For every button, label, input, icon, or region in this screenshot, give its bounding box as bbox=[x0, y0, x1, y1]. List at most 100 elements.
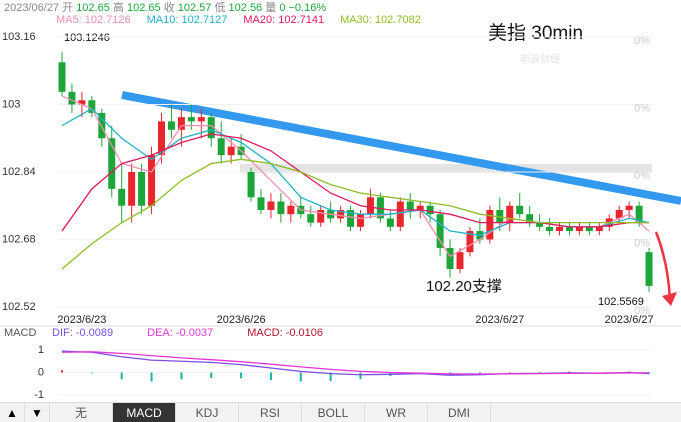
candle-body bbox=[307, 214, 315, 223]
candle-body bbox=[158, 121, 165, 156]
header: 2023/06/27 开 102.65 高 102.65 收 102.57 低 … bbox=[4, 0, 326, 14]
y-tick-label: 102.52 bbox=[2, 301, 36, 313]
candle-body bbox=[436, 214, 444, 248]
candle-body bbox=[207, 117, 215, 139]
candle-body bbox=[615, 209, 623, 219]
x-tick-label: 2023/6/26 bbox=[217, 314, 266, 326]
candle-body bbox=[506, 205, 514, 223]
macd-legend: MACD: -0.0106 bbox=[247, 327, 323, 339]
tab[interactable]: 无 bbox=[50, 403, 113, 422]
candle-body bbox=[108, 138, 116, 189]
candle-body bbox=[78, 100, 86, 105]
candle-body bbox=[197, 117, 205, 122]
macd-title: MACD bbox=[4, 327, 36, 339]
candle-body bbox=[416, 205, 424, 210]
candle-body bbox=[406, 201, 414, 210]
pct-label: 0% bbox=[634, 237, 650, 249]
tab[interactable]: DMI bbox=[428, 403, 491, 422]
candle-body bbox=[635, 205, 643, 223]
tab[interactable]: ▲ bbox=[0, 403, 25, 422]
close: 102.57 bbox=[178, 2, 212, 14]
candle-body bbox=[257, 197, 265, 210]
tab[interactable]: KDJ bbox=[176, 403, 239, 422]
candle-body bbox=[526, 214, 534, 223]
y-tick-label: 103.16 bbox=[2, 31, 36, 43]
y-tick-label: 103 bbox=[2, 98, 20, 110]
y-tick-label: 102.68 bbox=[2, 233, 36, 245]
candle-body bbox=[217, 138, 225, 156]
candle-body bbox=[287, 205, 295, 215]
tab[interactable]: MACD bbox=[113, 403, 176, 422]
y-tick-label: 102.84 bbox=[2, 166, 36, 178]
candle-body bbox=[357, 214, 364, 227]
candle-body bbox=[546, 226, 554, 232]
low-label: 低 bbox=[214, 1, 225, 14]
arrow bbox=[654, 231, 672, 301]
tab[interactable]: ▼ bbox=[25, 403, 50, 422]
candle-body bbox=[347, 209, 355, 227]
candle-body bbox=[556, 226, 563, 232]
tab[interactable]: WR bbox=[365, 403, 428, 422]
candle-body bbox=[595, 226, 603, 232]
high-annotation: 103.1246 bbox=[64, 32, 110, 44]
tab[interactable]: BOLL bbox=[302, 403, 365, 422]
x-tick-label: 2023/6/27 bbox=[475, 314, 524, 326]
candle-body bbox=[148, 155, 156, 206]
candle-body bbox=[426, 205, 434, 215]
candle-body bbox=[118, 188, 126, 206]
candle-body bbox=[376, 197, 384, 219]
candle-body bbox=[575, 226, 583, 232]
high-label: 高 bbox=[113, 0, 124, 14]
candle-body bbox=[58, 62, 66, 92]
candle-body bbox=[496, 209, 504, 223]
open: 102.65 bbox=[76, 2, 110, 14]
candle-body bbox=[386, 218, 394, 227]
low-annotation: 102.5569 bbox=[598, 296, 644, 308]
candle-body bbox=[267, 201, 275, 210]
candle-body bbox=[88, 100, 96, 113]
candle-body bbox=[565, 226, 573, 232]
candle-body bbox=[366, 197, 374, 215]
macd-legend: DIF: -0.0089 bbox=[52, 327, 113, 339]
date: 2023/06/27 bbox=[4, 2, 59, 14]
x-tick-label: 2023/6/27 bbox=[605, 314, 654, 326]
tab-bar: ▲ ▼ 无 MACD KDJ RSI BOLL WR DMI bbox=[0, 402, 681, 422]
macd-legend: DEA: -0.0037 bbox=[147, 327, 213, 339]
candle-body bbox=[516, 205, 524, 215]
macd-tick-label: -1 bbox=[34, 389, 44, 401]
chart-title: 美指 30min bbox=[488, 22, 583, 44]
candle-body bbox=[536, 222, 544, 227]
candle-body bbox=[138, 172, 146, 206]
high: 102.65 bbox=[127, 2, 161, 14]
candle-body bbox=[446, 247, 454, 270]
candle-body bbox=[167, 121, 175, 130]
candle-body bbox=[68, 91, 76, 105]
candle-body bbox=[98, 112, 106, 139]
candle-body bbox=[277, 201, 285, 215]
x-tick-label: 2023/6/23 bbox=[57, 314, 106, 326]
candle-body bbox=[227, 146, 235, 156]
pct-label: 0% bbox=[634, 35, 650, 47]
watermark: 新浪财经 bbox=[520, 53, 560, 66]
tab[interactable]: RSI bbox=[239, 403, 302, 422]
ma-line bbox=[61, 158, 650, 270]
close-label: 收 bbox=[164, 0, 175, 14]
legend-entry: MA20: 102.7141 bbox=[243, 14, 324, 26]
candle-body bbox=[247, 172, 255, 198]
candle-body bbox=[187, 117, 195, 122]
candle-body bbox=[337, 209, 345, 219]
low: 102.56 bbox=[229, 2, 263, 14]
legend-entry: MA30: 102.7082 bbox=[340, 14, 421, 26]
candle-body bbox=[486, 209, 494, 240]
ma-line bbox=[61, 133, 650, 232]
candle-body bbox=[466, 231, 474, 253]
candle-body bbox=[645, 252, 653, 286]
candle-body bbox=[317, 209, 325, 223]
pct-label: 0% bbox=[634, 170, 650, 182]
legend-entry: MA5: 102.7126 bbox=[56, 14, 131, 26]
macd-line bbox=[61, 351, 650, 375]
pct-label: 0% bbox=[634, 305, 650, 317]
candle-body bbox=[128, 172, 136, 206]
open-label: 开 bbox=[62, 2, 73, 14]
